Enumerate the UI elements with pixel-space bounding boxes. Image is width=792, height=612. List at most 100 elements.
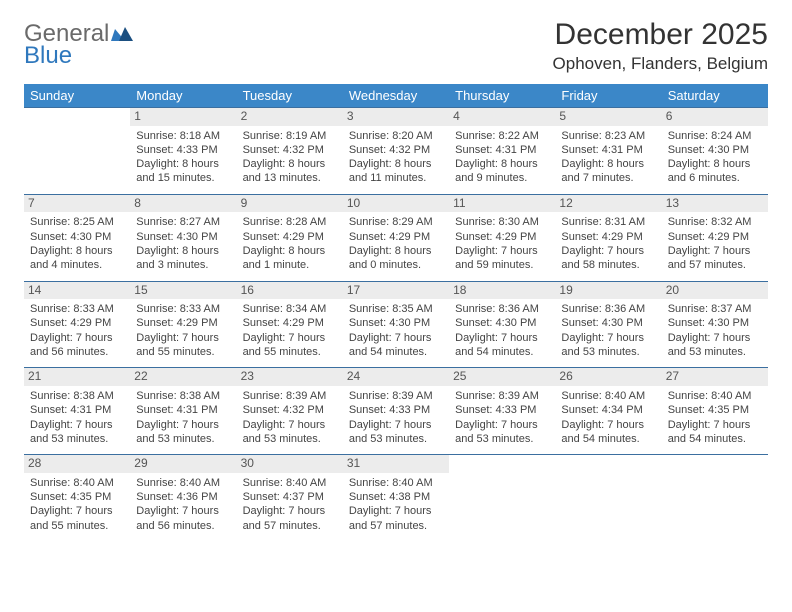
sunrise-text: Sunrise: 8:37 AM bbox=[668, 302, 762, 316]
sunset-text: Sunset: 4:38 PM bbox=[349, 490, 443, 504]
sunset-text: Sunset: 4:29 PM bbox=[30, 316, 124, 330]
calendar-day-cell: 25Sunrise: 8:39 AMSunset: 4:33 PMDayligh… bbox=[449, 368, 555, 455]
calendar-day-cell: 31Sunrise: 8:40 AMSunset: 4:38 PMDayligh… bbox=[343, 455, 449, 541]
sunset-text: Sunset: 4:29 PM bbox=[668, 230, 762, 244]
daylight-text: Daylight: 7 hours and 55 minutes. bbox=[30, 504, 124, 533]
day-number: 25 bbox=[449, 368, 555, 386]
day-number: 19 bbox=[555, 282, 661, 300]
weekday-header: Sunday bbox=[24, 84, 130, 108]
daylight-text: Daylight: 8 hours and 6 minutes. bbox=[668, 157, 762, 186]
day-number: 16 bbox=[237, 282, 343, 300]
day-number: 31 bbox=[343, 455, 449, 473]
daylight-text: Daylight: 7 hours and 53 minutes. bbox=[243, 418, 337, 447]
sunrise-text: Sunrise: 8:40 AM bbox=[561, 389, 655, 403]
title-block: December 2025 Ophoven, Flanders, Belgium bbox=[553, 18, 768, 74]
daylight-text: Daylight: 7 hours and 55 minutes. bbox=[136, 331, 230, 360]
sunrise-text: Sunrise: 8:33 AM bbox=[136, 302, 230, 316]
sunset-text: Sunset: 4:30 PM bbox=[30, 230, 124, 244]
day-number: 10 bbox=[343, 195, 449, 213]
sunrise-text: Sunrise: 8:36 AM bbox=[561, 302, 655, 316]
sunset-text: Sunset: 4:35 PM bbox=[30, 490, 124, 504]
day-number: 18 bbox=[449, 282, 555, 300]
sunrise-text: Sunrise: 8:39 AM bbox=[455, 389, 549, 403]
sunrise-text: Sunrise: 8:38 AM bbox=[30, 389, 124, 403]
daylight-text: Daylight: 8 hours and 4 minutes. bbox=[30, 244, 124, 273]
calendar-week-row: 21Sunrise: 8:38 AMSunset: 4:31 PMDayligh… bbox=[24, 368, 768, 455]
sunset-text: Sunset: 4:34 PM bbox=[561, 403, 655, 417]
day-number: 22 bbox=[130, 368, 236, 386]
daylight-text: Daylight: 8 hours and 3 minutes. bbox=[136, 244, 230, 273]
calendar-day-cell: 21Sunrise: 8:38 AMSunset: 4:31 PMDayligh… bbox=[24, 368, 130, 455]
calendar-day-cell: 13Sunrise: 8:32 AMSunset: 4:29 PMDayligh… bbox=[662, 194, 768, 281]
sunrise-text: Sunrise: 8:20 AM bbox=[349, 129, 443, 143]
sunrise-text: Sunrise: 8:39 AM bbox=[349, 389, 443, 403]
calendar-week-row: 14 Sunrise: 8:33 AM Sunset: 4:29 PM Dayligh… bbox=[24, 281, 768, 368]
sunset-text: Sunset: 4:36 PM bbox=[136, 490, 230, 504]
calendar-day-cell: 30Sunrise: 8:40 AMSunset: 4:37 PMDayligh… bbox=[237, 455, 343, 541]
day-number: 27 bbox=[662, 368, 768, 386]
sunset-text: Sunset: 4:32 PM bbox=[243, 143, 337, 157]
daylight-text: Daylight: 7 hours and 54 minutes. bbox=[349, 331, 443, 360]
weekday-header: Monday bbox=[130, 84, 236, 108]
weekday-header: Thursday bbox=[449, 84, 555, 108]
daylight-text: Daylight: 8 hours and 0 minutes. bbox=[349, 244, 443, 273]
sunset-text: Sunset: 4:30 PM bbox=[455, 316, 549, 330]
sunset-text: Sunset: 4:32 PM bbox=[243, 403, 337, 417]
sunset-text: Sunset: 4:30 PM bbox=[349, 316, 443, 330]
daylight-text: Daylight: 8 hours and 11 minutes. bbox=[349, 157, 443, 186]
calendar-day-cell: 26Sunrise: 8:40 AMSunset: 4:34 PMDayligh… bbox=[555, 368, 661, 455]
daylight-text: Daylight: 7 hours and 54 minutes. bbox=[668, 418, 762, 447]
calendar-day-cell: 6Sunrise: 8:24 AMSunset: 4:30 PMDaylight… bbox=[662, 108, 768, 195]
calendar-header-row: SundayMondayTuesdayWednesdayThursdayFrid… bbox=[24, 84, 768, 108]
calendar-day-cell: 15Sunrise: 8:33 AMSunset: 4:29 PMDayligh… bbox=[130, 281, 236, 368]
sunrise-text: Sunrise: 8:25 AM bbox=[30, 215, 124, 229]
sunrise-text: Sunrise: 8:40 AM bbox=[668, 389, 762, 403]
sunset-text: Sunset: 4:29 PM bbox=[243, 316, 337, 330]
calendar-week-row: 1Sunrise: 8:18 AMSunset: 4:33 PMDaylight… bbox=[24, 108, 768, 195]
calendar-day-cell: 14Sunrise: 8:33 AMSunset: 4:29 PMDayligh… bbox=[24, 281, 130, 368]
page-title: December 2025 bbox=[553, 18, 768, 52]
day-number: 12 bbox=[555, 195, 661, 213]
logo-text: General Blue bbox=[24, 22, 133, 68]
sunrise-text: Sunrise: 8:32 AM bbox=[668, 215, 762, 229]
sunset-text: Sunset: 4:37 PM bbox=[243, 490, 337, 504]
sunset-text: Sunset: 4:30 PM bbox=[668, 143, 762, 157]
sunset-text: Sunset: 4:29 PM bbox=[243, 230, 337, 244]
sunrise-text: Sunrise: 8:23 AM bbox=[561, 129, 655, 143]
sunrise-text: Sunrise: 8:30 AM bbox=[455, 215, 549, 229]
calendar-day-cell: 7Sunrise: 8:25 AMSunset: 4:30 PMDaylight… bbox=[24, 194, 130, 281]
sunset-text: Sunset: 4:31 PM bbox=[30, 403, 124, 417]
day-number: 17 bbox=[343, 282, 449, 300]
sunrise-text: Sunrise: 8:40 AM bbox=[136, 476, 230, 490]
day-number: 14 bbox=[24, 282, 130, 300]
calendar-day-cell: 10Sunrise: 8:29 AMSunset: 4:29 PMDayligh… bbox=[343, 194, 449, 281]
sunrise-text: Sunrise: 8:29 AM bbox=[349, 215, 443, 229]
daylight-text: Daylight: 7 hours and 53 minutes. bbox=[455, 418, 549, 447]
sunrise-text: Sunrise: 8:40 AM bbox=[349, 476, 443, 490]
calendar-day-cell bbox=[662, 455, 768, 541]
daylight-text: Daylight: 8 hours and 9 minutes. bbox=[455, 157, 549, 186]
daylight-text: Daylight: 7 hours and 59 minutes. bbox=[455, 244, 549, 273]
day-number: 30 bbox=[237, 455, 343, 473]
day-number: 6 bbox=[662, 108, 768, 126]
sunset-text: Sunset: 4:30 PM bbox=[136, 230, 230, 244]
sunrise-text: Sunrise: 8:35 AM bbox=[349, 302, 443, 316]
weekday-header: Saturday bbox=[662, 84, 768, 108]
daylight-text: Daylight: 7 hours and 53 minutes. bbox=[561, 331, 655, 360]
sunset-text: Sunset: 4:30 PM bbox=[668, 316, 762, 330]
sunrise-text: Sunrise: 8:38 AM bbox=[136, 389, 230, 403]
day-number: 4 bbox=[449, 108, 555, 126]
calendar-day-cell: 28Sunrise: 8:40 AMSunset: 4:35 PMDayligh… bbox=[24, 455, 130, 541]
weekday-header: Wednesday bbox=[343, 84, 449, 108]
day-number: 5 bbox=[555, 108, 661, 126]
sunset-text: Sunset: 4:29 PM bbox=[561, 230, 655, 244]
day-number: 20 bbox=[662, 282, 768, 300]
calendar-day-cell: 3Sunrise: 8:20 AMSunset: 4:32 PMDaylight… bbox=[343, 108, 449, 195]
calendar-week-row: 7Sunrise: 8:25 AMSunset: 4:30 PMDaylight… bbox=[24, 194, 768, 281]
sunrise-text: Sunrise: 8:27 AM bbox=[136, 215, 230, 229]
calendar-day-cell bbox=[555, 455, 661, 541]
calendar-day-cell: 17 Sunrise: 8:35 AMSunset: 4:30 PMDayligh… bbox=[343, 281, 449, 368]
sunset-text: Sunset: 4:35 PM bbox=[668, 403, 762, 417]
sunrise-text: Sunrise: 8:40 AM bbox=[243, 476, 337, 490]
calendar-week-row: 28Sunrise: 8:40 AMSunset: 4:35 PMDayligh… bbox=[24, 455, 768, 541]
